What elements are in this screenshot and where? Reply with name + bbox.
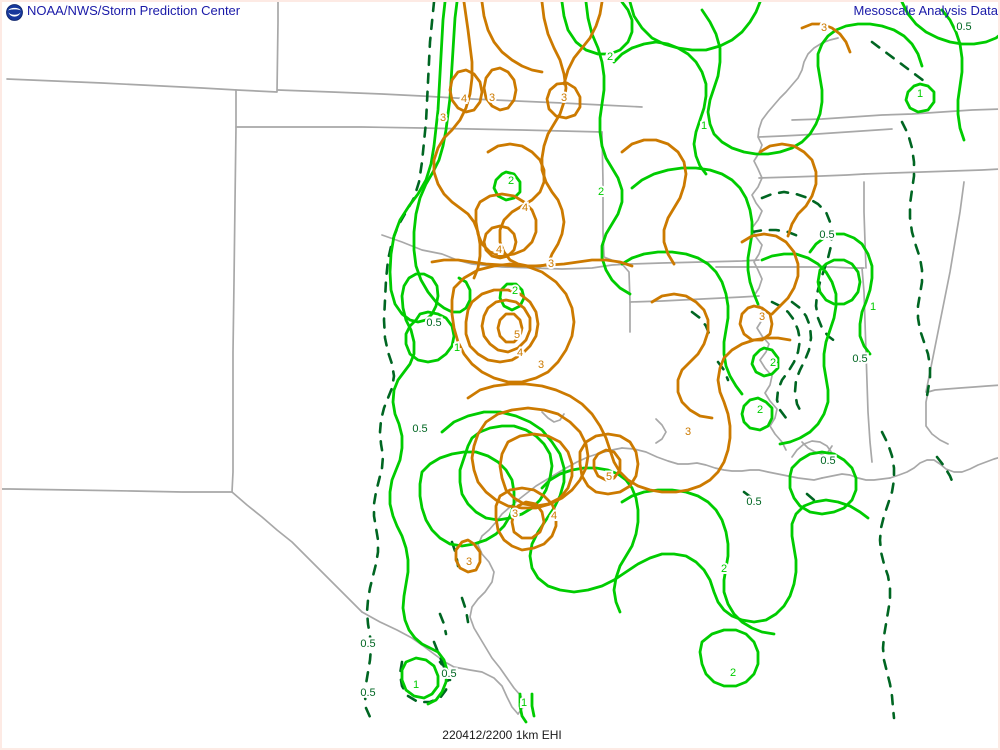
contour-label-halo: 0.5	[956, 21, 971, 33]
contour-label: 0.5	[852, 353, 867, 365]
contour-label-halo: 4	[517, 347, 523, 359]
contour-label: 0.5	[360, 638, 375, 650]
contour-label-halo: 3	[512, 508, 518, 520]
contour-label-halo: 1	[870, 301, 876, 313]
contour-label-halo: 3	[489, 92, 495, 104]
contour-label-halo: 2	[598, 186, 604, 198]
contour-label-halo: 2	[770, 357, 776, 369]
contour-label-halo: 5	[514, 329, 520, 341]
contour-label: 2	[721, 563, 727, 575]
contour-label-halo: 0.5	[820, 455, 835, 467]
contour-label: 0.5	[441, 668, 456, 680]
contour-label-halo: 3	[759, 311, 765, 323]
contour-label: 3	[548, 258, 554, 270]
contour-label-halo: 1	[454, 342, 460, 354]
valid-time-parameter-label: 220412/2200 1km EHI	[442, 728, 562, 742]
contour-label: 0.5	[956, 21, 971, 33]
contour-label-halo: 3	[466, 556, 472, 568]
contour-label: 4	[551, 510, 557, 522]
contour-label-halo: 2	[721, 563, 727, 575]
contour-label-halo: 0.5	[360, 638, 375, 650]
contour-label: 0.5	[412, 423, 427, 435]
contour-label-halo: 2	[607, 51, 613, 63]
contour-label-halo: 0.5	[746, 496, 761, 508]
header-right-title: Mesoscale Analysis Data	[853, 3, 998, 18]
contour-label-halo: 2	[730, 667, 736, 679]
contour-label-halo: 0.5	[441, 668, 456, 680]
contour-label: 1	[521, 697, 527, 709]
contour-label: 2	[607, 51, 613, 63]
contour-label-halo: 3	[561, 92, 567, 104]
contour-label: 0.5	[360, 687, 375, 699]
contour-label-halo: 1	[917, 88, 923, 100]
contour-label: 1	[870, 301, 876, 313]
contour-label-halo: 0.5	[360, 687, 375, 699]
contour-label-halo: 4	[551, 510, 557, 522]
contour-label: 2	[730, 667, 736, 679]
page-header: NOAA/NWS/Storm Prediction Center Mesosca…	[2, 2, 998, 22]
contour-label-halo: 3	[538, 359, 544, 371]
contour-label: 3	[685, 426, 691, 438]
contour-label: 3	[821, 22, 827, 34]
footer: 220412/2200 1km EHI	[2, 726, 998, 744]
contour-label-halo: 0.5	[852, 353, 867, 365]
contour-label-halo: 4	[522, 202, 528, 214]
contour-label: 0.5	[820, 455, 835, 467]
contour-label: 3	[538, 359, 544, 371]
contour-label: 0.5	[426, 317, 441, 329]
contour-label: 2	[512, 285, 518, 297]
contour-label-halo: 0.5	[412, 423, 427, 435]
contour-label: 5	[514, 329, 520, 341]
contour-label-halo: 3	[440, 112, 446, 124]
contour-label: 3	[440, 112, 446, 124]
contour-label: 2	[770, 357, 776, 369]
header-left-title: NOAA/NWS/Storm Prediction Center	[27, 3, 241, 18]
contour-label-halo: 2	[512, 285, 518, 297]
contour-label: 5	[606, 471, 612, 483]
contour-label: 3	[561, 92, 567, 104]
contour-label-halo: 2	[508, 175, 514, 187]
contour-label: 2	[757, 404, 763, 416]
contour-label: 3	[489, 92, 495, 104]
contour-label: 1	[701, 120, 707, 132]
contour-label-halo: 2	[757, 404, 763, 416]
contour-label: 0.5	[819, 229, 834, 241]
contour-label: 3	[466, 556, 472, 568]
contour-label-halo: 1	[701, 120, 707, 132]
contour-label: 2	[598, 186, 604, 198]
contour-label: 1	[454, 342, 460, 354]
contour-label: 4	[522, 202, 528, 214]
contour-label: 3	[512, 508, 518, 520]
contour-label-halo: 1	[413, 679, 419, 691]
contour-label: 4	[517, 347, 523, 359]
contour-label-halo: 3	[821, 22, 827, 34]
contour-label-halo: 1	[521, 697, 527, 709]
contour-label: 2	[508, 175, 514, 187]
noaa-logo-icon	[6, 4, 23, 21]
contour-label: 3	[759, 311, 765, 323]
contour-label: 4	[461, 93, 467, 105]
contour-label-halo: 3	[548, 258, 554, 270]
contour-label: 1	[413, 679, 419, 691]
contour-label-halo: 3	[685, 426, 691, 438]
contour-label-halo: 0.5	[819, 229, 834, 241]
contour-label: 0.5	[746, 496, 761, 508]
contour-label: 4	[496, 244, 502, 256]
contour-label-halo: 4	[461, 93, 467, 105]
contour-label-halo: 0.5	[426, 317, 441, 329]
contour-label-halo: 5	[606, 471, 612, 483]
contour-label-halo: 4	[496, 244, 502, 256]
contour-label: 1	[917, 88, 923, 100]
